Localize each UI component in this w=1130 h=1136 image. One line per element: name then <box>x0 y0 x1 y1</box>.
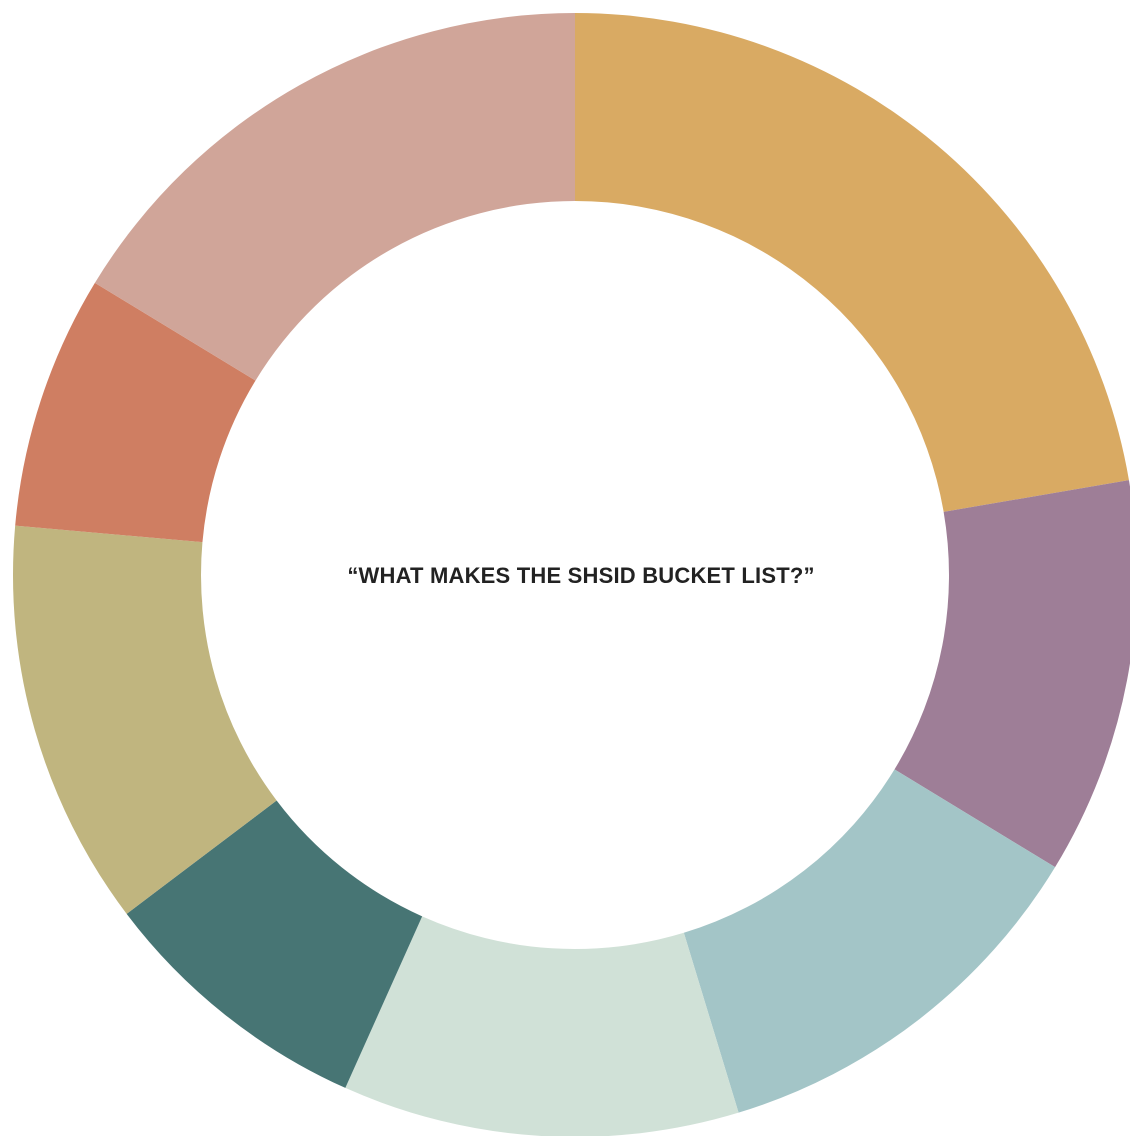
donut-slice-2 <box>894 480 1130 868</box>
donut-slice-4 <box>345 916 739 1136</box>
donut-slice-6 <box>12 525 277 914</box>
donut-slice-5 <box>126 800 423 1088</box>
donut-slice-8 <box>94 13 575 381</box>
chart-title: “WHAT MAKES THE SHSID BUCKET LIST?” <box>347 563 815 588</box>
donut-slice-3 <box>683 769 1056 1113</box>
donut-slice-7 <box>15 282 256 543</box>
donut-slice-1 <box>575 13 1129 512</box>
